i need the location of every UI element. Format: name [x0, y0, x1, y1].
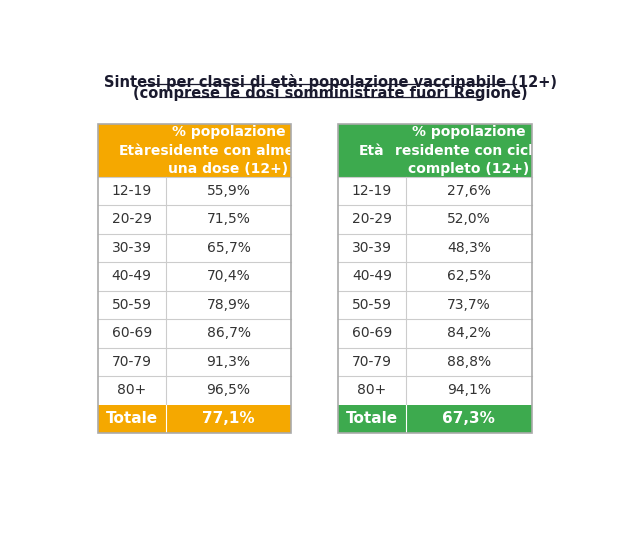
Text: 80+: 80+	[117, 383, 146, 397]
Bar	[97, 205, 291, 234]
Text: 12-19: 12-19	[111, 184, 152, 198]
Text: % popolazione
residente con ciclo
completo (12+): % popolazione residente con ciclo comple…	[395, 125, 542, 176]
Bar	[338, 124, 406, 177]
Bar	[97, 234, 291, 262]
Text: 70-79: 70-79	[352, 355, 392, 369]
Bar	[338, 124, 531, 433]
Text: 78,9%: 78,9%	[207, 298, 251, 312]
Bar	[97, 177, 291, 205]
Text: Sintesi per classi di età: popolazione vaccinabile (12+): Sintesi per classi di età: popolazione v…	[104, 73, 556, 90]
Bar	[338, 205, 531, 234]
Bar	[338, 348, 531, 376]
Text: 40-49: 40-49	[352, 270, 392, 284]
Text: Età: Età	[119, 144, 144, 158]
Bar	[97, 405, 291, 433]
Bar	[338, 319, 531, 348]
Text: 40-49: 40-49	[111, 270, 151, 284]
Text: 20-29: 20-29	[352, 212, 392, 227]
Text: 65,7%: 65,7%	[207, 241, 251, 255]
Text: % popolazione
residente con almeno
una dose (12+): % popolazione residente con almeno una d…	[144, 125, 314, 176]
Text: 12-19: 12-19	[352, 184, 392, 198]
Text: 67,3%: 67,3%	[442, 412, 495, 427]
Bar	[97, 348, 291, 376]
Text: 50-59: 50-59	[111, 298, 151, 312]
Text: 20-29: 20-29	[111, 212, 151, 227]
Text: 80+: 80+	[357, 383, 386, 397]
Text: 88,8%: 88,8%	[447, 355, 491, 369]
Text: 77,1%: 77,1%	[202, 412, 255, 427]
Text: Età: Età	[359, 144, 384, 158]
Text: 71,5%: 71,5%	[207, 212, 251, 227]
Bar	[97, 376, 291, 405]
Bar	[97, 262, 291, 291]
Text: 55,9%: 55,9%	[207, 184, 251, 198]
Bar	[97, 291, 291, 319]
Bar	[406, 124, 531, 177]
Text: 48,3%: 48,3%	[447, 241, 491, 255]
Text: Totale: Totale	[106, 412, 158, 427]
Text: 60-69: 60-69	[111, 326, 152, 340]
Bar	[338, 405, 531, 433]
Text: Totale: Totale	[346, 412, 398, 427]
Text: 70-79: 70-79	[111, 355, 151, 369]
Bar	[97, 124, 291, 433]
Bar	[338, 291, 531, 319]
Bar	[97, 124, 166, 177]
Text: (comprese le dosi somministrate fuori Regione): (comprese le dosi somministrate fuori Re…	[133, 86, 527, 101]
Text: 86,7%: 86,7%	[207, 326, 251, 340]
Bar	[166, 124, 291, 177]
Bar	[338, 376, 531, 405]
Text: 27,6%: 27,6%	[447, 184, 491, 198]
Bar	[97, 319, 291, 348]
Text: 52,0%: 52,0%	[447, 212, 491, 227]
Text: 73,7%: 73,7%	[447, 298, 491, 312]
Text: 91,3%: 91,3%	[207, 355, 251, 369]
Bar	[338, 234, 531, 262]
Text: 70,4%: 70,4%	[207, 270, 251, 284]
Text: 60-69: 60-69	[352, 326, 392, 340]
Text: 30-39: 30-39	[111, 241, 151, 255]
Text: 50-59: 50-59	[352, 298, 392, 312]
Text: 96,5%: 96,5%	[207, 383, 251, 397]
Bar	[338, 177, 531, 205]
Text: 30-39: 30-39	[352, 241, 392, 255]
Text: 94,1%: 94,1%	[447, 383, 491, 397]
Text: 84,2%: 84,2%	[447, 326, 491, 340]
Text: 62,5%: 62,5%	[447, 270, 491, 284]
Bar	[338, 262, 531, 291]
